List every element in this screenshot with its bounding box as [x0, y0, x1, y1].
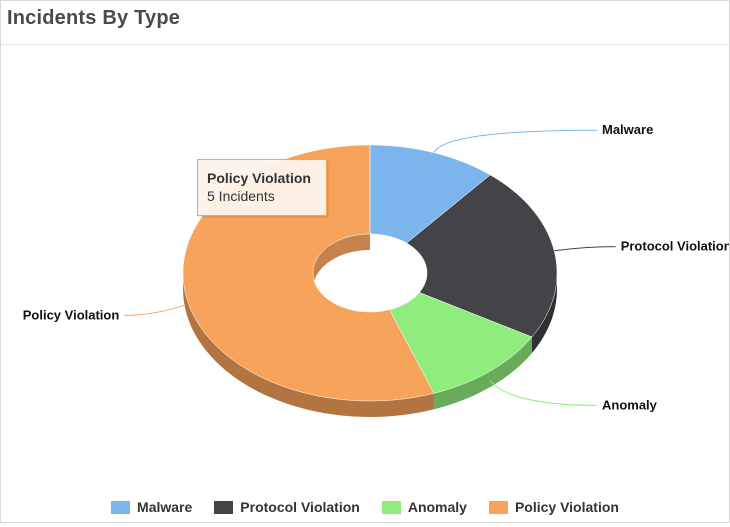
slice-side-policy-violation — [183, 273, 434, 417]
widget-header: Incidents By Type — [1, 1, 729, 45]
tooltip-value: 5 Incidents — [207, 188, 275, 204]
slice-label-policy-violation: Policy Violation — [23, 307, 120, 322]
slice-label-malware: Malware — [602, 122, 653, 137]
chart-tooltip: Policy Violation 5 Incidents — [197, 159, 327, 216]
chart-area: Malware Protocol Violation Anomaly Policy V… — [1, 46, 730, 522]
slice-side-anomaly — [433, 337, 532, 410]
legend-label-malware: Malware — [137, 499, 193, 515]
connector-malware — [433, 129, 598, 153]
slice-labels: Malware Protocol Violation Anomaly Policy V… — [23, 122, 730, 412]
legend-item-anomaly[interactable]: Anomaly — [381, 499, 467, 515]
legend-swatch-protocol-violation — [214, 500, 234, 514]
slice-side-protocol-violation — [531, 273, 557, 353]
legend-swatch-policy-violation — [488, 500, 508, 514]
pie-sides — [183, 234, 557, 417]
legend-label-protocol-violation: Protocol Violation — [240, 499, 360, 515]
legend-label-policy-violation: Policy Violation — [514, 499, 619, 515]
tooltip-title: Policy Violation — [207, 170, 311, 186]
legend-label-anomaly: Anomaly — [407, 499, 467, 515]
widget-title: Incidents By Type — [7, 7, 181, 29]
legend-item-protocol-violation[interactable]: Protocol Violation — [214, 499, 360, 515]
legend-item-policy-violation[interactable]: Policy Violation — [488, 499, 619, 515]
slice-label-anomaly: Anomaly — [602, 397, 658, 412]
chart-legend: Malware Protocol Violation Anomaly Polic… — [1, 499, 729, 515]
slice-label-protocol-violation: Protocol Violation — [621, 239, 729, 254]
connector-anomaly — [489, 380, 598, 406]
connector-protocol-violation — [554, 246, 616, 252]
slice-inner-wall-policy-violation — [313, 234, 370, 289]
legend-swatch-malware — [111, 500, 131, 514]
donut-chart: Malware Protocol Violation Anomaly Policy V… — [23, 122, 730, 417]
legend-swatch-anomaly — [381, 500, 401, 514]
legend-item-malware[interactable]: Malware — [111, 499, 192, 515]
connector-policy-violation — [124, 304, 186, 316]
